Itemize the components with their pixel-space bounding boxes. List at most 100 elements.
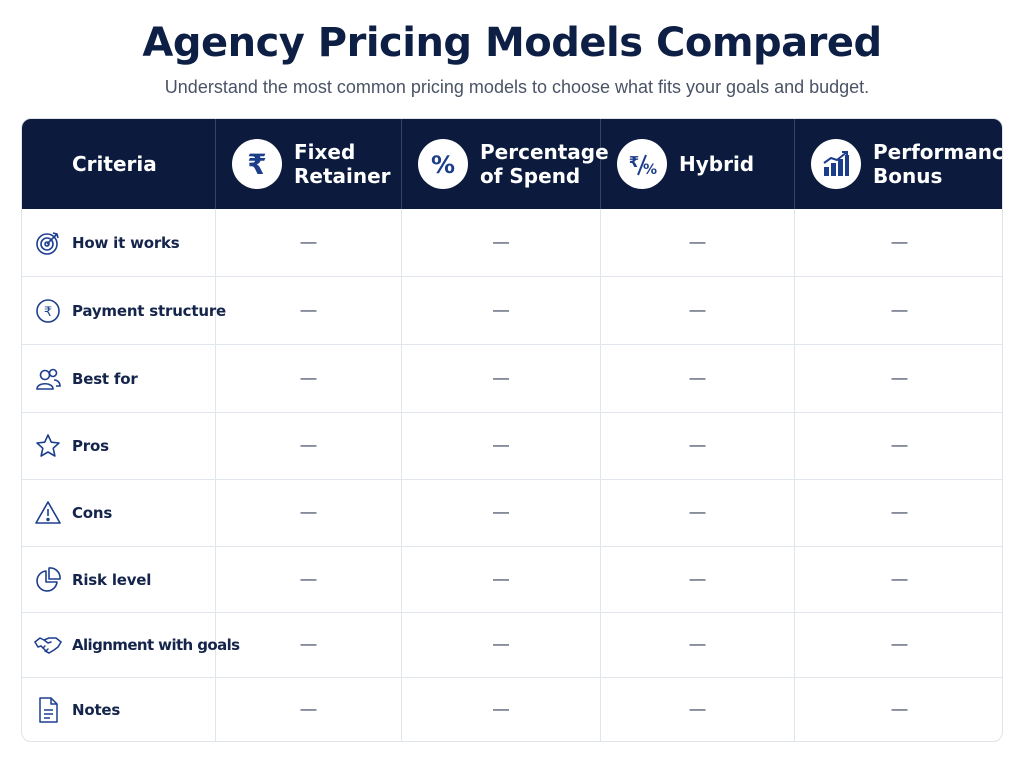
cell-value: — xyxy=(689,504,706,521)
value-cell: — xyxy=(795,209,1002,276)
criteria-cell: Notes xyxy=(22,678,216,741)
criteria-label: How it works xyxy=(72,233,180,252)
warning-icon xyxy=(34,499,62,527)
criteria-cell: Pros xyxy=(22,413,216,479)
users-icon xyxy=(34,365,62,393)
value-cell: — xyxy=(216,277,402,344)
header-criteria: Criteria xyxy=(22,119,216,209)
value-cell: — xyxy=(601,209,795,276)
value-cell: — xyxy=(601,413,795,479)
header-hybrid: ₹ % Hybrid xyxy=(601,119,795,209)
svg-text:₹: ₹ xyxy=(247,149,266,179)
value-cell: — xyxy=(601,613,795,677)
cell-value: — xyxy=(891,636,908,653)
header-percentage-of-spend-label: Percentage of Spend xyxy=(480,140,609,188)
value-cell: — xyxy=(216,480,402,546)
value-cell: — xyxy=(216,547,402,612)
cell-value: — xyxy=(493,701,509,718)
rupee-percent-icon: ₹ % xyxy=(617,139,667,189)
value-cell: — xyxy=(402,678,601,741)
criteria-cell: Cons xyxy=(22,480,216,546)
cell-value: — xyxy=(300,636,317,653)
cell-value: — xyxy=(891,437,908,454)
criteria-cell: Risk level xyxy=(22,547,216,612)
header-fixed-retainer: ₹ Fixed Retainer xyxy=(216,119,402,209)
value-cell: — xyxy=(601,480,795,546)
cell-value: — xyxy=(689,701,706,718)
criteria-cell: ₹ Payment structure xyxy=(22,277,226,344)
percent-icon: % xyxy=(418,139,468,189)
header-criteria-label: Criteria xyxy=(72,152,157,176)
header-percentage-of-spend: % Percentage of Spend xyxy=(402,119,609,209)
value-cell: — xyxy=(402,413,601,479)
cell-value: — xyxy=(300,504,317,521)
cell-value: — xyxy=(689,437,706,454)
criteria-cell: Alignment with goals xyxy=(22,613,240,677)
criteria-label: Best for xyxy=(72,369,138,388)
value-cell: — xyxy=(402,277,601,344)
criteria-cell: How it works xyxy=(22,209,216,276)
value-cell: — xyxy=(601,678,795,741)
criteria-label: Payment structure xyxy=(72,301,226,320)
value-cell: — xyxy=(795,678,1002,741)
rupee-icon: ₹ xyxy=(232,139,282,189)
table-row-risk-level: Risk level — — — — xyxy=(22,547,1002,613)
svg-text:₹: ₹ xyxy=(629,153,639,171)
pie-chart-icon xyxy=(34,566,62,594)
cell-value: — xyxy=(300,437,317,454)
value-cell: — xyxy=(402,547,601,612)
rupee-coin-icon: ₹ xyxy=(34,297,62,325)
svg-text:%: % xyxy=(431,151,455,179)
cell-value: — xyxy=(493,570,509,588)
cell-value: — xyxy=(689,369,706,387)
star-icon xyxy=(34,432,62,460)
cell-value: — xyxy=(891,570,908,588)
criteria-label: Alignment with goals xyxy=(72,636,240,654)
bar-chart-growth-icon xyxy=(811,139,861,189)
value-cell: — xyxy=(216,345,402,412)
criteria-cell: Best for xyxy=(22,345,216,412)
svg-text:₹: ₹ xyxy=(44,305,52,320)
cell-value: — xyxy=(891,301,908,319)
cell-value: — xyxy=(891,701,908,718)
value-cell: — xyxy=(216,209,402,276)
handshake-icon xyxy=(34,631,62,659)
cell-value: — xyxy=(689,301,706,319)
target-icon xyxy=(34,229,62,257)
value-cell: — xyxy=(216,678,402,741)
criteria-label: Notes xyxy=(72,701,121,719)
table-row-pros: Pros — — — — xyxy=(22,413,1002,480)
cell-value: — xyxy=(689,570,706,588)
value-cell: — xyxy=(601,547,795,612)
cell-value: — xyxy=(300,369,317,387)
criteria-label: Pros xyxy=(72,437,109,455)
cell-value: — xyxy=(493,369,509,387)
criteria-label: Cons xyxy=(72,504,113,522)
header-performance-bonus-label: Performance Bonus xyxy=(873,140,1003,188)
table-row-cons: Cons — — — — xyxy=(22,480,1002,547)
table-row-notes: Notes — — — — xyxy=(22,678,1002,741)
table-header-row: Criteria ₹ Fixed Retainer % Percentage o… xyxy=(22,119,1003,209)
cell-value: — xyxy=(689,233,706,251)
value-cell: — xyxy=(795,413,1002,479)
svg-text:%: % xyxy=(643,162,657,178)
table-row-payment-structure: ₹ Payment structure — — — — xyxy=(22,277,1002,345)
header-hybrid-label: Hybrid xyxy=(679,152,755,176)
value-cell: — xyxy=(601,345,795,412)
criteria-label: Risk level xyxy=(72,570,152,589)
value-cell: — xyxy=(402,209,601,276)
cell-value: — xyxy=(891,369,908,387)
cell-value: — xyxy=(891,233,908,251)
cell-value: — xyxy=(493,636,509,653)
value-cell: — xyxy=(216,613,402,677)
cell-value: — xyxy=(300,570,317,588)
value-cell: — xyxy=(402,613,601,677)
cell-value: — xyxy=(493,437,509,454)
page-title: Agency Pricing Models Compared xyxy=(142,20,882,66)
value-cell: — xyxy=(795,613,1002,677)
value-cell: — xyxy=(601,277,795,344)
header-fixed-retainer-label: Fixed Retainer xyxy=(294,140,391,188)
cell-value: — xyxy=(493,233,509,251)
value-cell: — xyxy=(795,547,1002,612)
value-cell: — xyxy=(795,345,1002,412)
